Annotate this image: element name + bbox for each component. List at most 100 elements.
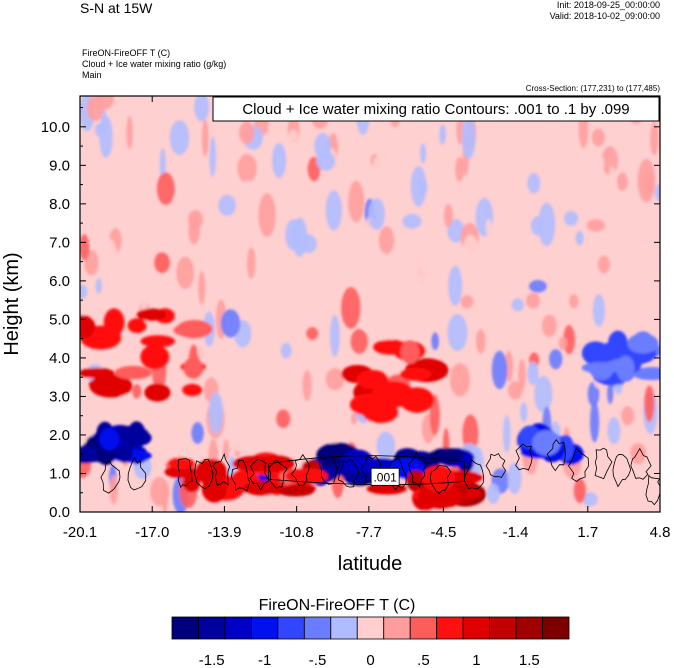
field-cell bbox=[402, 213, 422, 229]
feature-cold-cell bbox=[428, 447, 465, 464]
feature-warm-cell bbox=[168, 457, 195, 470]
field-cell bbox=[187, 210, 204, 230]
field-cell bbox=[280, 342, 292, 359]
field-cell bbox=[420, 143, 427, 164]
field-cell bbox=[329, 412, 338, 453]
cloud-ice-contour bbox=[485, 453, 507, 478]
x-axis-label: latitude bbox=[338, 553, 403, 575]
field-cell bbox=[316, 151, 336, 172]
field-cell bbox=[393, 310, 410, 332]
init-valid-times: Init: 2018-09-25_00:00:00 Valid: 2018-10… bbox=[550, 0, 660, 22]
field-cell bbox=[607, 451, 627, 494]
field-cell bbox=[191, 422, 204, 444]
field-cell bbox=[595, 155, 605, 173]
field-cell bbox=[80, 284, 88, 299]
colorbar-label: -.5 bbox=[309, 652, 327, 668]
y-tick-label: 6.0 bbox=[49, 273, 70, 290]
cloud-ice-contour bbox=[645, 474, 660, 506]
feature-warm-cell bbox=[406, 470, 425, 492]
field-cell bbox=[237, 154, 257, 183]
cloud-ice-contour bbox=[100, 460, 121, 494]
field-cell bbox=[635, 135, 646, 151]
contour-legend-box bbox=[212, 96, 660, 122]
feature-warm-cell bbox=[144, 383, 171, 402]
field-cell bbox=[569, 294, 579, 309]
field-cell bbox=[176, 256, 194, 289]
field-cell bbox=[153, 252, 171, 274]
field-cell bbox=[302, 370, 312, 401]
feature-warm-cell bbox=[140, 344, 170, 370]
field-cell bbox=[126, 116, 133, 150]
field-cell bbox=[306, 327, 319, 340]
colorbar-swatch bbox=[542, 616, 570, 640]
colorbar-swatch bbox=[409, 616, 438, 640]
colorbar-label: 0 bbox=[366, 652, 374, 668]
field-cell bbox=[223, 439, 230, 461]
field-cell bbox=[621, 406, 635, 426]
field-cell bbox=[156, 172, 175, 205]
field-cell bbox=[325, 190, 342, 231]
field-cell bbox=[455, 156, 464, 183]
field-cell bbox=[609, 165, 616, 186]
field-cell bbox=[475, 329, 486, 354]
field-cell bbox=[586, 219, 606, 232]
feature-warm-cell bbox=[140, 335, 176, 348]
field-cell bbox=[512, 140, 526, 158]
feature-warm-cell bbox=[366, 483, 407, 495]
colorbar-swatch bbox=[171, 616, 199, 640]
field-cell bbox=[630, 442, 647, 465]
feature-warm-cell bbox=[103, 308, 125, 337]
feature-warm-cell bbox=[182, 383, 203, 397]
x-tick-label: -20.1 bbox=[63, 524, 97, 541]
field-cell bbox=[95, 278, 102, 294]
field-cell bbox=[139, 251, 157, 278]
feature-warm-cell bbox=[80, 314, 96, 339]
field-cell bbox=[258, 193, 276, 238]
feature-warm-cell bbox=[176, 319, 213, 339]
feature-warm-cell bbox=[195, 458, 228, 485]
field-cell bbox=[372, 154, 390, 181]
y-tick-label: 1.0 bbox=[49, 465, 70, 482]
field-cell bbox=[447, 314, 468, 352]
cloud-ice-contour bbox=[230, 459, 251, 492]
field-cell bbox=[448, 265, 463, 306]
y-tick-label: 0.0 bbox=[49, 504, 70, 521]
y-tick-label: 5.0 bbox=[49, 311, 70, 328]
field-cell bbox=[485, 218, 492, 236]
field-cell bbox=[527, 361, 539, 385]
field-cell bbox=[507, 462, 522, 494]
field-cell bbox=[100, 238, 118, 279]
field-cell bbox=[527, 172, 541, 194]
feature-cold-cell bbox=[627, 333, 659, 354]
field-line-main: Main bbox=[82, 70, 102, 80]
field-cell bbox=[208, 392, 224, 435]
field-cell bbox=[447, 219, 465, 243]
feature-warm-cell bbox=[277, 485, 314, 497]
cloud-ice-contour bbox=[630, 447, 652, 480]
field-cell bbox=[381, 274, 397, 311]
feature-cold-cell bbox=[115, 440, 133, 463]
field-cell bbox=[371, 176, 381, 193]
field-cell bbox=[534, 375, 553, 413]
field-cell bbox=[150, 476, 170, 507]
field-line-temperature: FireON-FireOFF T (C) bbox=[82, 48, 171, 58]
field-cell bbox=[450, 362, 470, 397]
colorbar-swatch bbox=[198, 616, 226, 640]
field-cell bbox=[431, 332, 439, 351]
x-tick-label: -1.4 bbox=[503, 524, 529, 541]
field-cell bbox=[549, 349, 563, 370]
field-cell bbox=[220, 309, 241, 338]
field-cell bbox=[538, 202, 556, 247]
contour-label-box bbox=[370, 467, 400, 486]
feature-warm-cell bbox=[88, 377, 128, 390]
colorbar-swatch bbox=[224, 616, 252, 640]
cloud-ice-contours: .001 bbox=[100, 439, 660, 506]
y-tick-label: 4.0 bbox=[49, 350, 70, 367]
init-time: Init: 2018-09-25_00:00:00 bbox=[556, 0, 660, 10]
field-cell bbox=[642, 236, 656, 253]
cloud-ice-contour bbox=[429, 465, 452, 494]
field-line-cloud: Cloud + Ice water mixing ratio (g/kg) bbox=[82, 59, 227, 69]
field-cell bbox=[575, 230, 584, 246]
valid-time: Valid: 2018-10-02_09:00:00 bbox=[549, 11, 660, 21]
